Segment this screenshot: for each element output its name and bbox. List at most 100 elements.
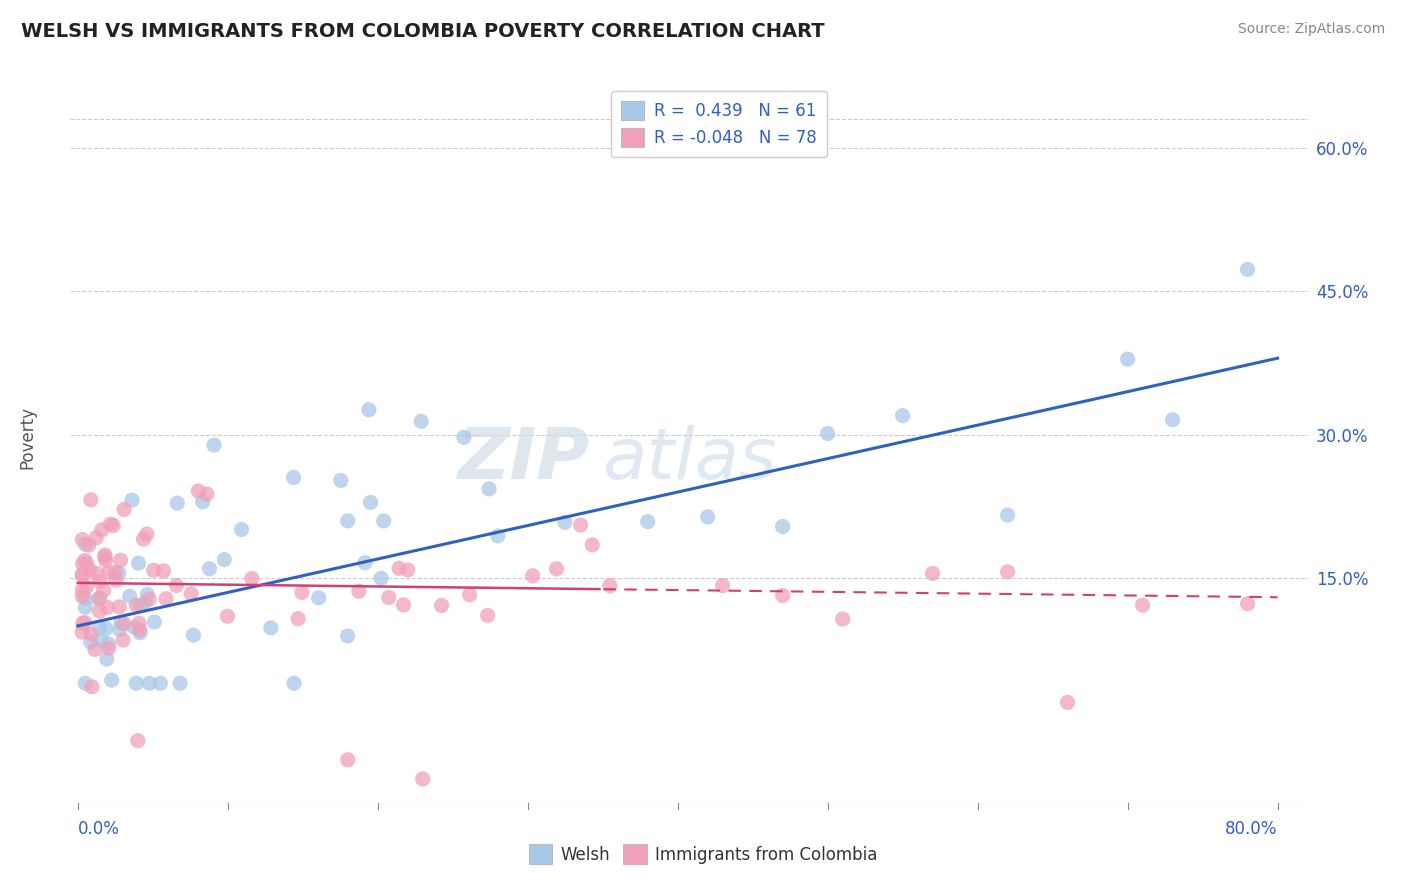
Point: [198, 562, 221, 576]
Point: [214, 552, 236, 566]
Point: [128, 616, 150, 631]
Text: WELSH VS IMMIGRANTS FROM COLOMBIA POVERTY CORRELATION CHART: WELSH VS IMMIGRANTS FROM COLOMBIA POVERT…: [21, 22, 825, 41]
Point: [90, 633, 112, 648]
Point: [132, 532, 155, 546]
Point: [96, 600, 118, 615]
Point: [392, 598, 415, 612]
Point: [72, 557, 94, 571]
Point: [478, 482, 501, 496]
Point: [183, 628, 205, 642]
Point: [75, 600, 97, 615]
Point: [138, 592, 160, 607]
Point: [637, 515, 659, 529]
Point: [411, 414, 433, 428]
Point: [240, 572, 263, 586]
Point: [72, 590, 94, 604]
Point: [100, 517, 122, 532]
Legend: Welsh, Immigrants from Colombia: Welsh, Immigrants from Colombia: [522, 838, 884, 871]
Point: [125, 676, 148, 690]
Point: [155, 591, 177, 606]
Point: [79, 563, 101, 577]
Point: [105, 573, 128, 587]
Point: [112, 502, 135, 516]
Point: [260, 621, 283, 635]
Point: [96, 652, 118, 666]
Point: [477, 608, 499, 623]
Text: ZIP: ZIP: [458, 425, 591, 493]
Point: [89, 591, 111, 605]
Point: [921, 566, 943, 581]
Point: [73, 615, 96, 630]
Point: [87, 592, 110, 607]
Point: [354, 556, 377, 570]
Point: [80, 680, 103, 694]
Point: [231, 523, 253, 537]
Point: [80, 627, 103, 641]
Point: [373, 514, 395, 528]
Point: [308, 591, 330, 605]
Point: [166, 496, 188, 510]
Point: [169, 676, 191, 690]
Point: [73, 553, 96, 567]
Point: [129, 598, 152, 612]
Point: [453, 430, 475, 444]
Point: [93, 583, 115, 598]
Point: [772, 588, 794, 602]
Point: [149, 676, 172, 690]
Point: [121, 493, 143, 508]
Point: [75, 676, 97, 690]
Point: [554, 516, 576, 530]
Point: [90, 523, 112, 537]
Point: [72, 533, 94, 547]
Point: [94, 553, 117, 567]
Point: [283, 676, 305, 690]
Point: [522, 568, 544, 582]
Point: [80, 492, 103, 507]
Point: [458, 588, 481, 602]
Point: [84, 642, 107, 657]
Point: [486, 529, 509, 543]
Point: [336, 753, 359, 767]
Point: [546, 562, 568, 576]
Text: Poverty: Poverty: [18, 406, 37, 468]
Point: [112, 616, 135, 631]
Point: [357, 402, 380, 417]
Point: [134, 597, 156, 611]
Point: [76, 557, 98, 571]
Point: [112, 633, 135, 648]
Point: [396, 563, 419, 577]
Point: [388, 561, 411, 575]
Point: [187, 483, 209, 498]
Point: [94, 622, 117, 636]
Point: [336, 514, 359, 528]
Point: [143, 615, 166, 629]
Point: [1161, 413, 1184, 427]
Point: [378, 591, 401, 605]
Point: [599, 579, 621, 593]
Point: [430, 599, 453, 613]
Point: [336, 629, 359, 643]
Point: [997, 508, 1019, 522]
Point: [118, 589, 141, 603]
Point: [711, 579, 734, 593]
Point: [291, 585, 314, 599]
Point: [569, 518, 592, 533]
Point: [98, 566, 121, 580]
Point: [831, 612, 853, 626]
Point: [72, 567, 94, 582]
Point: [110, 615, 132, 630]
Point: [104, 566, 127, 580]
Point: [128, 623, 150, 637]
Point: [84, 531, 107, 545]
Text: 0.0%: 0.0%: [77, 820, 120, 838]
Point: [202, 438, 225, 452]
Point: [166, 578, 188, 592]
Point: [94, 548, 117, 562]
Point: [1116, 352, 1139, 367]
Point: [1132, 598, 1154, 612]
Point: [997, 565, 1019, 579]
Point: [86, 566, 108, 581]
Point: [1236, 597, 1258, 611]
Point: [97, 637, 120, 651]
Point: [79, 635, 101, 649]
